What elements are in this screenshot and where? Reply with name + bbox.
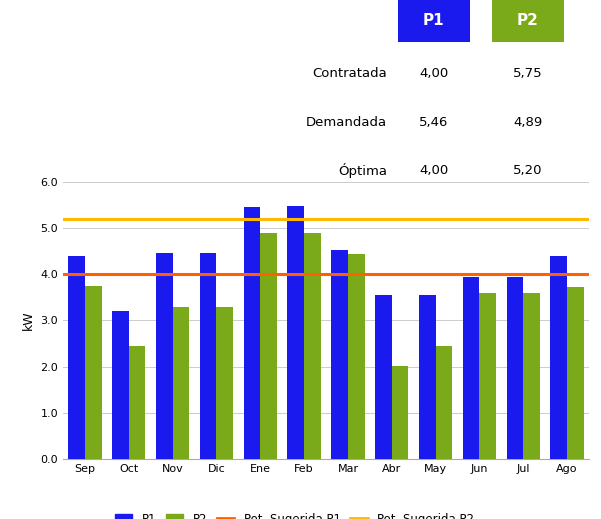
Bar <box>260 234 277 459</box>
Bar <box>69 256 85 459</box>
Bar <box>348 254 365 459</box>
Bar <box>463 278 480 459</box>
Legend: P1, P2, Pot. Sugerida P1, Pot. Sugerida P2: P1, P2, Pot. Sugerida P1, Pot. Sugerida … <box>110 508 479 519</box>
Y-axis label: kW: kW <box>22 311 35 330</box>
Bar <box>551 256 567 459</box>
FancyBboxPatch shape <box>492 0 564 42</box>
Bar <box>200 253 216 459</box>
Bar <box>507 278 523 459</box>
Bar <box>304 234 321 459</box>
Text: Contratada: Contratada <box>313 66 387 80</box>
Bar <box>216 307 233 459</box>
Text: 4,89: 4,89 <box>513 116 542 129</box>
Text: 4,00: 4,00 <box>419 66 448 80</box>
FancyBboxPatch shape <box>398 0 470 42</box>
Text: 5,75: 5,75 <box>513 66 543 80</box>
Bar <box>392 366 409 459</box>
Text: P1: P1 <box>423 13 445 28</box>
Text: Demandada: Demandada <box>306 116 387 129</box>
Bar <box>436 346 452 459</box>
Bar <box>375 295 392 459</box>
Text: P2: P2 <box>517 13 538 28</box>
Bar <box>567 286 584 459</box>
Bar <box>172 307 189 459</box>
Bar <box>331 250 348 459</box>
Text: Óptima: Óptima <box>338 163 387 177</box>
Bar <box>243 207 260 459</box>
Bar <box>112 311 129 459</box>
Bar <box>129 346 145 459</box>
Bar <box>480 293 496 459</box>
Text: 5,20: 5,20 <box>513 163 543 177</box>
Bar <box>287 206 304 459</box>
Bar <box>156 253 172 459</box>
Bar <box>85 286 102 459</box>
Bar <box>523 293 540 459</box>
Text: 5,46: 5,46 <box>419 116 448 129</box>
Bar <box>419 295 436 459</box>
Text: 4,00: 4,00 <box>419 163 448 177</box>
